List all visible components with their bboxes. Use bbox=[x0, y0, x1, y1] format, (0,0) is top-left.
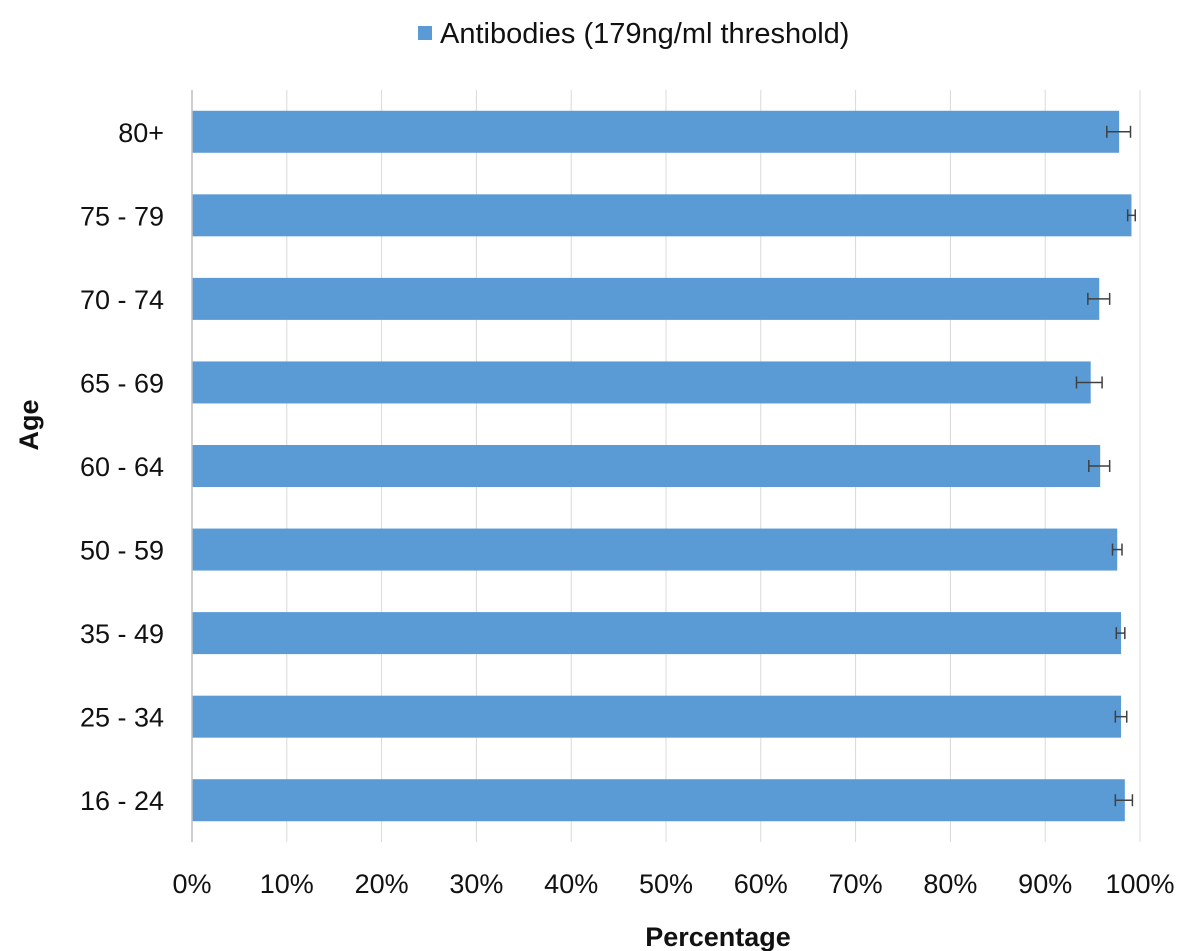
y-axis-ticks: 80+ 75 - 79 70 - 74 65 - 69 60 - 64 50 - 59 35… bbox=[80, 118, 164, 816]
x-tick-label: 20% bbox=[355, 869, 409, 899]
x-axis-title: Percentage bbox=[645, 922, 791, 951]
y-tick-label: 35 - 49 bbox=[80, 619, 164, 649]
y-tick-label: 80+ bbox=[118, 118, 164, 148]
x-tick-label: 80% bbox=[923, 869, 977, 899]
bars bbox=[192, 110, 1132, 822]
y-tick-label: 50 - 59 bbox=[80, 536, 164, 566]
x-tick-label: 90% bbox=[1018, 869, 1072, 899]
y-tick-label: 75 - 79 bbox=[80, 201, 164, 231]
x-tick-label: 70% bbox=[829, 869, 883, 899]
bar bbox=[192, 110, 1120, 153]
y-tick-label: 25 - 34 bbox=[80, 703, 164, 733]
x-tick-label: 40% bbox=[544, 869, 598, 899]
x-tick-label: 0% bbox=[172, 869, 211, 899]
y-tick-label: 16 - 24 bbox=[80, 786, 164, 816]
bar bbox=[192, 779, 1125, 822]
x-axis-ticks: 0% 10% 20% 30% 40% 50% 60% 70% 80% 90% 100% bbox=[172, 869, 1174, 899]
x-tick-label: 100% bbox=[1105, 869, 1174, 899]
bar bbox=[192, 528, 1118, 571]
y-tick-label: 60 - 64 bbox=[80, 452, 164, 482]
y-axis-title: Age bbox=[14, 399, 44, 450]
bar bbox=[192, 695, 1122, 738]
error-bars bbox=[1075, 125, 1137, 807]
y-tick-label: 70 - 74 bbox=[80, 285, 164, 315]
bar bbox=[192, 277, 1100, 320]
bar bbox=[192, 194, 1132, 237]
x-tick-label: 60% bbox=[734, 869, 788, 899]
legend-label: Antibodies (179ng/ml threshold) bbox=[440, 18, 849, 50]
x-tick-label: 10% bbox=[260, 869, 314, 899]
bar bbox=[192, 445, 1101, 487]
legend-swatch bbox=[418, 26, 432, 40]
legend: Antibodies (179ng/ml threshold) bbox=[418, 18, 849, 50]
x-tick-label: 30% bbox=[449, 869, 503, 899]
bar bbox=[192, 361, 1091, 404]
y-tick-label: 65 - 69 bbox=[80, 368, 164, 398]
bar bbox=[192, 612, 1122, 655]
x-tick-label: 50% bbox=[639, 869, 693, 899]
